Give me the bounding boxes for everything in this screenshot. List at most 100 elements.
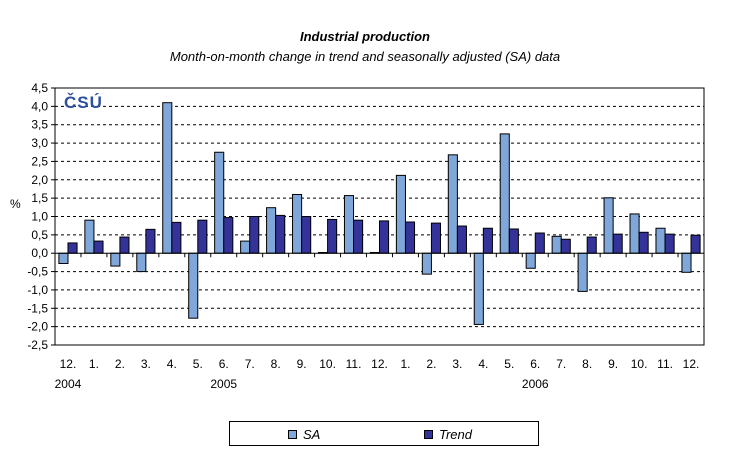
y-tick-label: 3,5 — [31, 118, 48, 132]
bar-sa — [214, 151, 225, 254]
bar-trend — [223, 217, 234, 254]
legend-label-trend: Trend — [439, 427, 472, 442]
bar-sa — [343, 195, 355, 254]
x-tick-label: 12. — [683, 357, 700, 371]
bar-trend — [638, 231, 649, 254]
bar-sa — [136, 252, 147, 273]
x-tick-label: 8. — [582, 357, 592, 371]
x-tick-label: 11. — [346, 357, 362, 371]
x-tick-label: 12. — [60, 357, 77, 371]
y-tick-label: 0,5 — [31, 228, 48, 242]
chart-title: Industrial production — [300, 29, 430, 44]
x-tick-label: 6. — [530, 357, 540, 371]
bar-sa — [58, 252, 69, 264]
bar-trend — [119, 236, 130, 254]
y-tick-label: 2,0 — [31, 173, 48, 187]
bar-trend — [404, 221, 416, 254]
year-label: 2006 — [522, 377, 549, 391]
y-tick-label: -1,0 — [27, 283, 48, 297]
bar-trend — [145, 228, 156, 254]
bar-trend — [456, 225, 467, 254]
legend-item-sa: SA — [288, 427, 320, 442]
bar-trend — [664, 233, 675, 254]
x-tick-label: 6. — [219, 357, 229, 371]
x-tick-label: 3. — [141, 357, 151, 371]
bar-trend — [171, 221, 182, 254]
bar-trend — [379, 220, 390, 254]
y-tick-label: 1,0 — [31, 210, 48, 224]
bar-trend — [249, 216, 260, 254]
x-tick-label: 7. — [245, 357, 255, 371]
bar-sa — [188, 252, 199, 319]
x-tick-label: 2. — [426, 357, 436, 371]
bar-sa — [266, 207, 277, 254]
y-tick-label: 2,5 — [31, 154, 48, 168]
legend-item-trend: Trend — [424, 427, 472, 442]
x-tick-label: 5. — [504, 357, 514, 371]
y-tick-label: 3,0 — [31, 136, 48, 150]
bar-sa — [499, 133, 510, 254]
chart-subtitle: Month-on-month change in trend and seaso… — [169, 49, 561, 64]
y-tick-label: -1,5 — [27, 301, 48, 315]
bar-trend — [301, 216, 312, 254]
bar-sa — [110, 252, 121, 267]
bar-trend — [586, 236, 597, 254]
legend-swatch-trend — [424, 430, 433, 439]
csu-logo: ČSÚ — [64, 93, 103, 112]
bar-trend — [482, 227, 493, 254]
y-tick-label: 4,0 — [31, 99, 48, 113]
plot-border — [54, 87, 705, 346]
x-tick-label: 5. — [193, 357, 203, 371]
bar-sa — [577, 252, 588, 292]
x-tick-label: 1. — [89, 357, 99, 371]
x-tick-label: 1. — [400, 357, 410, 371]
x-tick-label: 4. — [167, 357, 177, 371]
bar-sa — [681, 252, 692, 273]
bar-trend — [327, 218, 338, 254]
bar-trend — [430, 222, 442, 254]
x-tick-label: 8. — [271, 357, 281, 371]
bar-sa — [240, 240, 251, 254]
x-tick-label: 11. — [657, 357, 673, 371]
bar-sa — [84, 219, 95, 254]
x-tick-label: 7. — [556, 357, 566, 371]
bar-trend — [93, 240, 104, 254]
x-tick-label: 12. — [371, 357, 388, 371]
bar-sa — [525, 252, 536, 269]
year-label: 2004 — [55, 377, 82, 391]
bar-trend — [67, 242, 78, 254]
bar-trend — [534, 232, 545, 254]
x-tick-label: 3. — [452, 357, 462, 371]
bar-sa — [162, 102, 173, 254]
x-tick-label: 10. — [631, 357, 648, 371]
legend-swatch-sa — [288, 430, 297, 439]
bar-trend — [508, 228, 519, 254]
x-tick-label: 10. — [319, 357, 336, 371]
bar-trend — [197, 219, 208, 254]
bar-sa — [655, 227, 666, 254]
y-tick-label: -2,5 — [27, 338, 48, 352]
bar-sa — [629, 213, 640, 254]
bar-sa — [473, 252, 484, 325]
bar-trend — [275, 214, 286, 254]
bar-trend — [690, 234, 701, 254]
legend: SA Trend — [229, 421, 539, 446]
bar-sa — [603, 197, 614, 254]
x-tick-label: 4. — [478, 357, 488, 371]
bar-trend — [560, 238, 571, 254]
year-label: 2005 — [210, 377, 237, 391]
x-tick-label: 9. — [297, 357, 307, 371]
y-tick-label: -0,5 — [27, 265, 48, 279]
legend-label-sa: SA — [303, 427, 321, 442]
y-tick-label: 1,5 — [31, 191, 48, 205]
bar-sa — [421, 252, 432, 275]
y-tick-label: 4,5 — [31, 81, 48, 95]
y-tick-label: -2,0 — [27, 320, 48, 334]
bar-sa — [447, 154, 458, 254]
bar-sa — [292, 193, 303, 254]
bar-sa — [395, 174, 406, 254]
x-tick-label: 2. — [115, 357, 125, 371]
x-tick-label: 9. — [608, 357, 618, 371]
y-tick-label: 0,0 — [31, 246, 48, 260]
